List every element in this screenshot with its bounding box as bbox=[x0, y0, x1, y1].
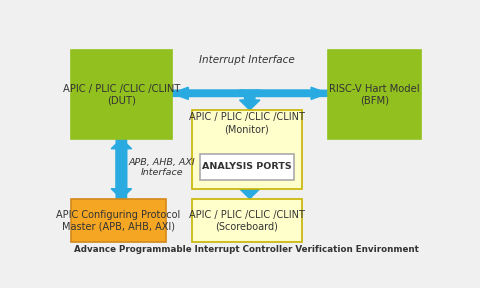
FancyArrow shape bbox=[240, 189, 260, 199]
Text: Advance Programmable Interrupt Controller Verification Environment: Advance Programmable Interrupt Controlle… bbox=[73, 245, 419, 254]
Text: Interrupt Interface: Interrupt Interface bbox=[199, 55, 295, 65]
FancyArrow shape bbox=[240, 90, 260, 100]
Text: RISC-V Hart Model
(BFM): RISC-V Hart Model (BFM) bbox=[329, 84, 420, 105]
FancyArrow shape bbox=[111, 139, 132, 199]
FancyBboxPatch shape bbox=[71, 199, 166, 242]
Text: APIC / PLIC /CLIC /CLINT
(DUT): APIC / PLIC /CLIC /CLINT (DUT) bbox=[63, 84, 180, 105]
FancyBboxPatch shape bbox=[192, 110, 302, 189]
FancyArrow shape bbox=[172, 87, 328, 99]
FancyBboxPatch shape bbox=[192, 199, 302, 242]
FancyArrow shape bbox=[240, 96, 260, 110]
Text: APIC / PLIC /CLIC /CLINT
(Scoreboard): APIC / PLIC /CLIC /CLINT (Scoreboard) bbox=[189, 210, 305, 231]
Text: ANALYSIS PORTS: ANALYSIS PORTS bbox=[202, 162, 291, 171]
Text: APIC Configuring Protocol
Master (APB, AHB, AXI): APIC Configuring Protocol Master (APB, A… bbox=[56, 210, 180, 231]
Text: APIC / PLIC /CLIC /CLINT
(Monitor): APIC / PLIC /CLIC /CLINT (Monitor) bbox=[189, 113, 305, 134]
FancyArrow shape bbox=[172, 87, 328, 99]
FancyBboxPatch shape bbox=[328, 50, 421, 139]
FancyArrow shape bbox=[111, 139, 132, 199]
FancyBboxPatch shape bbox=[71, 50, 172, 139]
FancyBboxPatch shape bbox=[200, 154, 294, 180]
Text: APB, AHB, AXI
Interface: APB, AHB, AXI Interface bbox=[129, 158, 196, 177]
